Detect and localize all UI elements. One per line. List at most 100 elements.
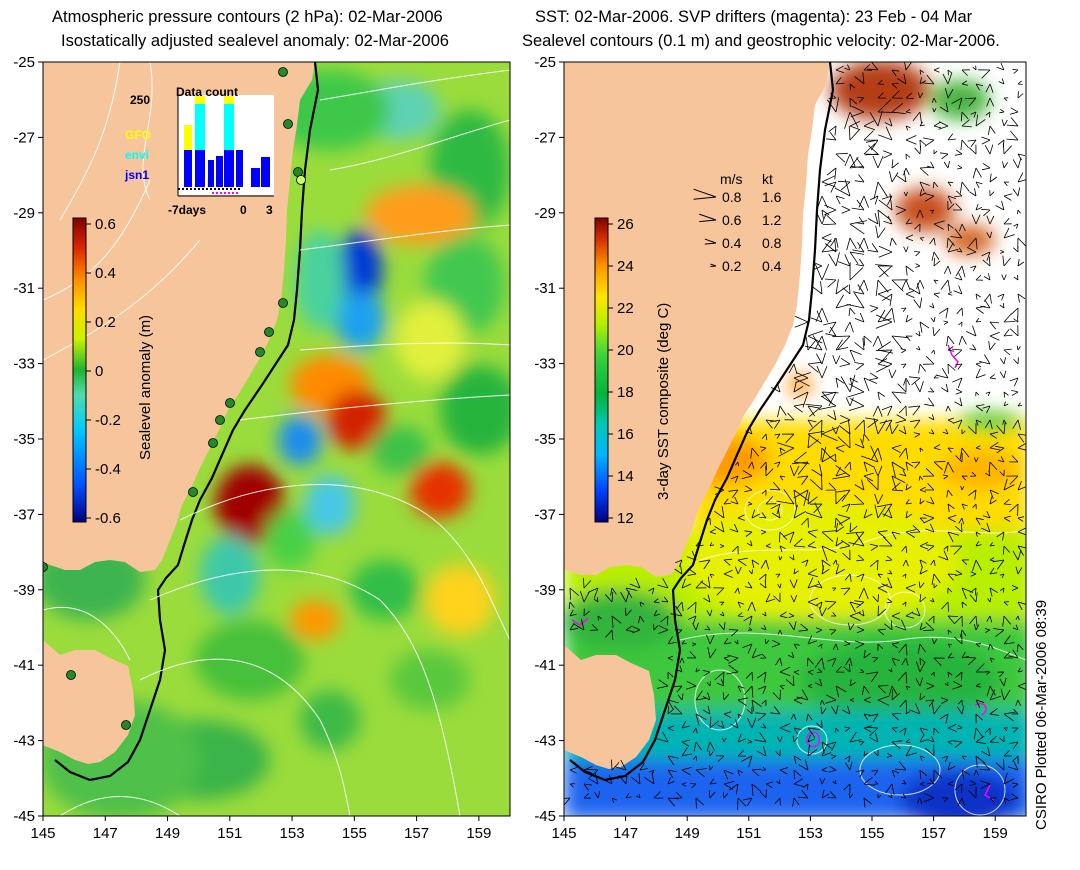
velocity-arrow [854,438,865,449]
velocity-arrow [706,741,715,752]
velocity-arrow [947,671,953,678]
velocity-arrow [970,111,977,118]
velocity-arrow [989,735,999,744]
velocity-arrow [735,461,739,467]
velocity-arrow [746,707,753,715]
velocity-arrow [758,685,767,695]
velocity-arrow [1007,760,1019,771]
velocity-arrow [858,279,869,291]
velocity-arrow [947,201,955,211]
velocity-arrow [919,542,929,550]
velocity-arrow [987,125,996,135]
velocity-arrow [885,783,895,795]
velocity-arrow [863,335,872,346]
velocity-arrow [811,463,823,477]
velocity-arrow [834,517,843,529]
right-colorbar-label: 3-day SST composite (deg C) [655,303,672,500]
velocity-arrow [973,727,984,740]
velocity-arrow [835,195,845,205]
velocity-arrow [929,237,936,246]
left-x-tick-label: 157 [404,825,429,842]
velocity-arrow [955,363,963,370]
velocity-arrow [821,545,837,562]
velocity-arrow [881,405,893,416]
velocity-arrow [840,587,851,596]
velocity-arrow [913,432,921,438]
velocity-arrow [840,374,856,393]
velocity-arrow [915,677,923,687]
velocity-arrow [959,447,970,460]
velocity-arrow [690,783,697,789]
velocity-arrow [1008,503,1019,516]
velocity-arrow [835,152,848,163]
velocity-arrow [779,531,788,543]
velocity-arrow [883,215,893,225]
velocity-key-ms: 0.2 [722,258,742,274]
velocity-arrow [878,193,893,211]
velocity-arrow [805,336,817,351]
velocity-arrow [981,163,991,171]
velocity-arrow [831,426,839,435]
velocity-arrow [915,661,926,673]
velocity-arrow [954,783,963,794]
velocity-arrow [940,279,951,292]
velocity-arrow [957,724,963,730]
right-colorbar-tick: 12 [617,510,634,527]
velocity-arrow [916,279,925,289]
velocity-arrow [965,97,977,107]
velocity-arrow [905,314,913,323]
velocity-arrow [648,587,655,595]
velocity-arrow [878,126,893,141]
velocity-arrow [919,69,925,75]
velocity-arrow [770,382,781,393]
velocity-arrow [916,346,921,351]
velocity-arrow [760,653,767,659]
tasmania-land-right [564,645,656,769]
velocity-arrow [975,274,984,281]
velocity-arrow [869,559,879,571]
velocity-arrow [919,321,930,333]
velocity-arrow [788,612,795,618]
velocity-arrow [995,200,1005,211]
velocity-arrow [821,746,832,757]
velocity-arrow [878,245,893,258]
velocity-arrow [873,181,888,200]
left-x-axis: 145 147 149 151 153 155 157 159 [30,816,491,842]
velocity-arrow [979,354,991,365]
velocity-arrow [587,587,599,599]
velocity-arrow [905,584,916,593]
velocity-arrow [989,321,1000,330]
velocity-arrow [667,655,674,661]
velocity-arrow [827,657,837,667]
velocity-arrow [761,433,768,441]
velocity-arrow [676,601,684,612]
velocity-arrow [805,404,823,417]
velocity-arrow [1003,227,1015,239]
australia-land-right [564,62,830,577]
left-y-axis: -25 -27 -29 -31 -33 -35 -37 -39 -41 -43 -45 [13,54,43,825]
velocity-arrow [897,73,907,85]
velocity-arrow [656,731,669,743]
velocity-arrow [1013,274,1019,281]
velocity-arrow [877,209,892,227]
velocity-arrow [737,612,744,617]
velocity-arrow [875,314,893,329]
velocity-arrow [807,669,814,676]
velocity-arrow [940,697,949,704]
velocity-arrow [756,671,767,683]
velocity-arrow [970,471,977,477]
velocity-arrow [971,214,981,225]
velocity-arrow [844,321,854,333]
velocity-arrow [919,517,927,524]
velocity-arrow [954,149,963,156]
velocity-arrow [670,605,683,617]
velocity-arrow [821,565,830,575]
left-y-tick-label: -29 [13,205,35,222]
velocity-arrow [912,111,922,124]
velocity-arrow [625,625,634,633]
velocity-arrow [913,297,923,309]
velocity-arrow [966,325,977,337]
velocity-arrow [891,461,906,478]
velocity-arrow [1017,80,1023,85]
velocity-arrow [984,144,994,155]
